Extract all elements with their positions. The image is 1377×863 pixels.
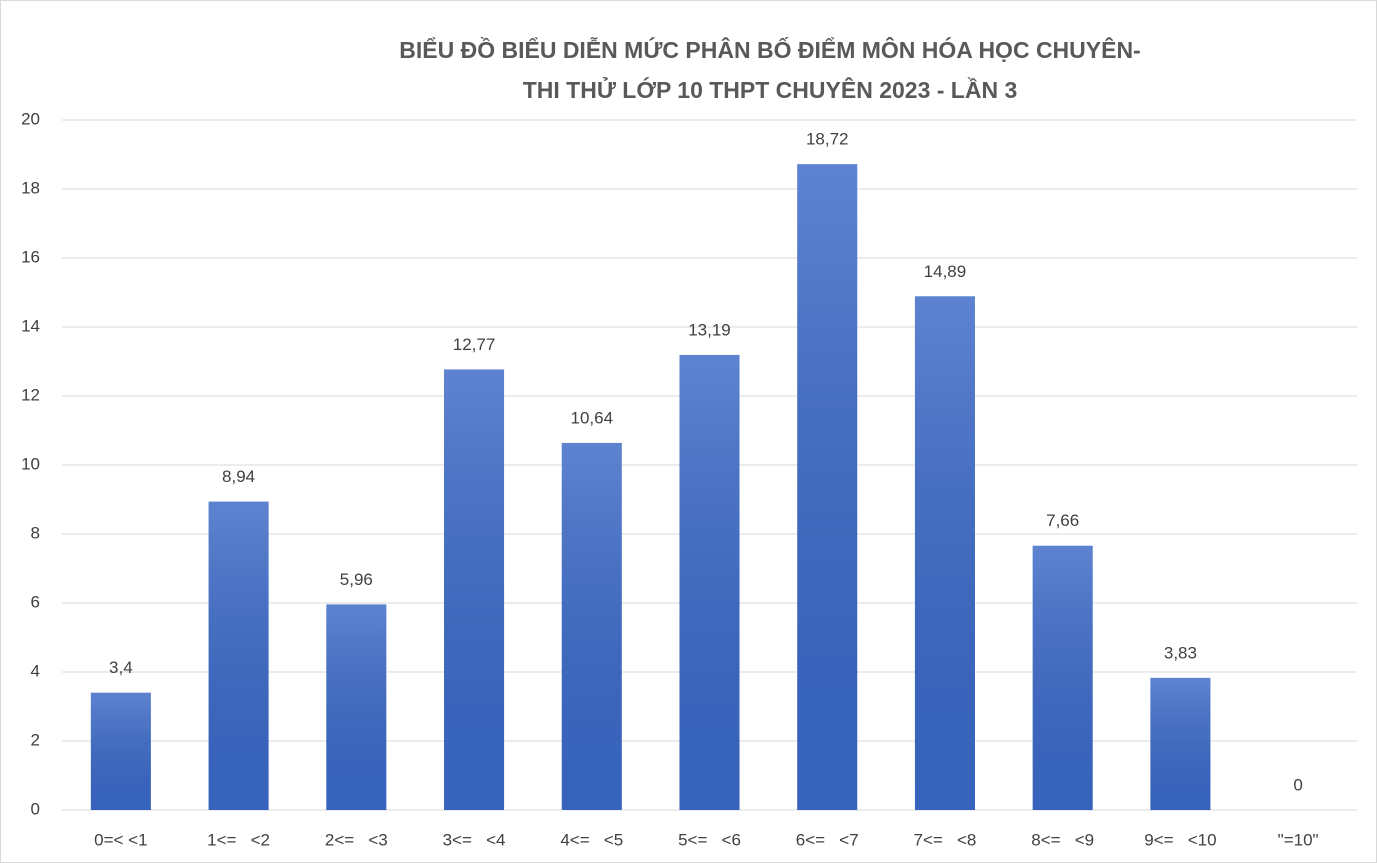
x-tick-label: 1<= <2 <box>207 830 270 849</box>
x-tick-label: 2<= <3 <box>325 830 388 849</box>
bar-sheen <box>326 604 387 810</box>
bar-sheen <box>679 354 740 810</box>
chart-title: BIỂU ĐỒ BIỂU DIỄN MỨC PHÂN BỐ ĐIỂM MÔN H… <box>399 35 1140 63</box>
bar-sheen <box>444 369 505 810</box>
y-tick-label: 0 <box>31 799 40 818</box>
data-label: 8,94 <box>222 467 255 486</box>
x-tick-label: "=10" <box>1278 830 1319 849</box>
y-tick-label: 16 <box>21 247 40 266</box>
y-tick-label: 20 <box>21 109 40 128</box>
data-label: 0 <box>1293 775 1302 794</box>
x-tick-label: 0=< <1 <box>94 830 147 849</box>
data-label: 7,66 <box>1046 511 1079 530</box>
y-tick-label: 4 <box>31 661 40 680</box>
x-tick-label: 6<= <7 <box>796 830 859 849</box>
y-tick-label: 10 <box>21 454 40 473</box>
data-label: 5,96 <box>340 570 373 589</box>
data-label: 3,4 <box>109 658 133 677</box>
bar-sheen <box>208 501 269 810</box>
x-tick-label: 7<= <8 <box>914 830 977 849</box>
bar-sheen <box>1150 677 1211 810</box>
data-label: 18,72 <box>806 130 849 149</box>
y-tick-label: 12 <box>21 385 40 404</box>
x-tick-label: 3<= <4 <box>443 830 506 849</box>
bar-sheen <box>914 296 975 810</box>
bar-sheen <box>90 692 151 810</box>
data-label: 3,83 <box>1164 643 1197 662</box>
bar-sheen <box>797 164 858 810</box>
y-tick-label: 8 <box>31 523 40 542</box>
data-label: 14,89 <box>924 262 967 281</box>
data-label: 10,64 <box>570 408 613 427</box>
data-label: 12,77 <box>453 335 496 354</box>
x-tick-label: 4<= <5 <box>560 830 623 849</box>
x-tick-label: 5<= <6 <box>678 830 741 849</box>
y-tick-label: 2 <box>31 730 40 749</box>
chart-title: THI THỬ LỚP 10 THPT CHUYÊN 2023 - LẦN 3 <box>523 75 1018 103</box>
y-tick-label: 6 <box>31 592 40 611</box>
bar-sheen <box>561 442 622 810</box>
bar-sheen <box>1032 545 1093 810</box>
y-tick-label: 18 <box>21 178 40 197</box>
y-tick-label: 14 <box>21 316 40 335</box>
x-tick-label: 9<= <10 <box>1144 830 1216 849</box>
data-label: 13,19 <box>688 320 731 339</box>
x-tick-label: 8<= <9 <box>1031 830 1094 849</box>
